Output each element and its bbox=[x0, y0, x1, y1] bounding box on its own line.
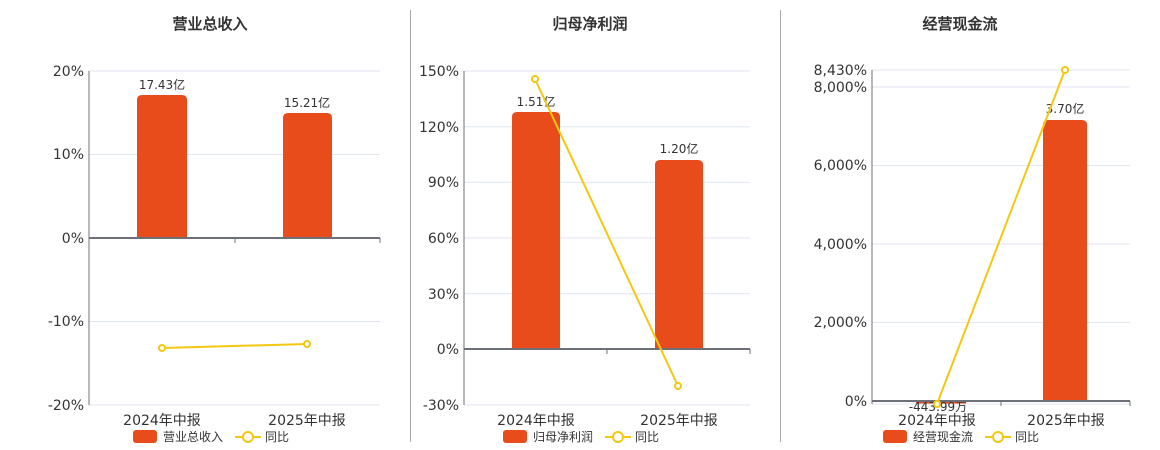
svg-text:20%: 20% bbox=[53, 64, 84, 80]
bar[interactable] bbox=[137, 95, 187, 238]
grid-lines bbox=[89, 70, 380, 406]
y-axis-ticks: 150% 120% 90% 60% 30% 0% -30% bbox=[419, 64, 459, 414]
svg-text:8,000%: 8,000% bbox=[814, 80, 867, 96]
yoy-point[interactable] bbox=[158, 344, 166, 352]
bar-value-label: 15.21亿 bbox=[284, 95, 330, 110]
bar-value-label: 1.20亿 bbox=[660, 141, 699, 156]
yoy-line[interactable] bbox=[534, 78, 679, 387]
svg-text:8,430%: 8,430% bbox=[814, 63, 867, 79]
chart-title: 营业总收入 bbox=[172, 15, 248, 33]
x-axis-label: 2025年中报 bbox=[268, 413, 346, 429]
legend-line-label[interactable]: 同比 bbox=[1015, 430, 1040, 444]
bar[interactable] bbox=[512, 112, 560, 349]
chart-title: 归母净利润 bbox=[552, 15, 628, 33]
bar-value-label: 17.43亿 bbox=[139, 77, 185, 92]
bar-legend-swatch[interactable] bbox=[883, 430, 907, 443]
line-legend-icon[interactable] bbox=[605, 430, 632, 444]
svg-text:10%: 10% bbox=[53, 147, 84, 163]
legend: 归母净利润 同比 bbox=[503, 428, 659, 445]
svg-text:0%: 0% bbox=[845, 394, 867, 410]
svg-text:60%: 60% bbox=[428, 231, 459, 247]
svg-text:-20%: -20% bbox=[48, 398, 84, 414]
legend-line-label[interactable]: 同比 bbox=[265, 430, 290, 444]
yoy-line[interactable] bbox=[161, 343, 308, 349]
yoy-point[interactable] bbox=[933, 400, 941, 408]
x-axis-label: 2024年中报 bbox=[497, 413, 575, 429]
bar[interactable] bbox=[283, 113, 332, 238]
legend-bar-label[interactable]: 经营现金流 bbox=[913, 430, 974, 444]
yoy-point[interactable] bbox=[1061, 66, 1069, 74]
chart-panel-net-profit: 归母净利润 150% 120% 90% 60% 30% 0% -30% 1.51… bbox=[419, 15, 751, 445]
chart-net-profit: 150% 120% 90% 60% 30% 0% -30% 1.51亿 1.20… bbox=[419, 64, 751, 429]
bar-value-label: 3.70亿 bbox=[1046, 101, 1085, 116]
panel-divider bbox=[410, 10, 411, 442]
legend: 营业总收入 同比 bbox=[133, 428, 289, 445]
svg-text:4,000%: 4,000% bbox=[814, 237, 867, 253]
x-axis-label: 2024年中报 bbox=[898, 413, 976, 429]
svg-text:-10%: -10% bbox=[48, 314, 84, 330]
bar[interactable] bbox=[655, 160, 703, 349]
legend-bar-label[interactable]: 营业总收入 bbox=[163, 430, 224, 444]
legend: 经营现金流 同比 bbox=[883, 428, 1039, 445]
bar-legend-swatch[interactable] bbox=[503, 430, 527, 443]
line-legend-icon[interactable] bbox=[985, 430, 1012, 444]
chart-panel-revenue: 营业总收入 20% 10% 0% -10% -20% 17.43亿 15.21亿… bbox=[0, 0, 410, 450]
svg-text:30%: 30% bbox=[428, 287, 459, 303]
legend-line-label[interactable]: 同比 bbox=[635, 430, 660, 444]
svg-text:0%: 0% bbox=[437, 342, 459, 358]
svg-text:6,000%: 6,000% bbox=[814, 158, 867, 174]
line-legend-icon[interactable] bbox=[235, 430, 262, 444]
bar-legend-swatch[interactable] bbox=[133, 430, 157, 443]
chart-title: 经营现金流 bbox=[922, 15, 998, 33]
svg-text:2,000%: 2,000% bbox=[814, 315, 867, 331]
y-axis-ticks: 20% 10% 0% -10% -20% bbox=[48, 64, 84, 414]
panel-divider bbox=[780, 10, 781, 442]
bar-value-label: 1.51亿 bbox=[517, 94, 556, 109]
svg-text:120%: 120% bbox=[419, 120, 459, 136]
x-axis-label: 2024年中报 bbox=[123, 413, 201, 429]
yoy-point[interactable] bbox=[303, 340, 311, 348]
svg-text:150%: 150% bbox=[419, 64, 459, 80]
svg-text:90%: 90% bbox=[428, 175, 459, 191]
yoy-point[interactable] bbox=[674, 382, 682, 390]
yoy-line[interactable] bbox=[936, 69, 1066, 405]
chart-revenue: 20% 10% 0% -10% -20% 17.43亿 15.21亿 2024年… bbox=[48, 64, 381, 429]
yoy-point[interactable] bbox=[531, 75, 539, 83]
y-axis-ticks: 8,430% 8,000% 6,000% 4,000% 2,000% 0% bbox=[814, 63, 867, 410]
x-axis-label: 2025年中报 bbox=[640, 413, 718, 429]
x-axis-label: 2025年中报 bbox=[1027, 413, 1105, 429]
bar[interactable] bbox=[916, 401, 966, 404]
svg-text:-30%: -30% bbox=[423, 398, 459, 414]
svg-text:0%: 0% bbox=[62, 231, 84, 247]
bar[interactable] bbox=[1043, 120, 1087, 401]
legend-bar-label[interactable]: 归母净利润 bbox=[533, 430, 594, 444]
